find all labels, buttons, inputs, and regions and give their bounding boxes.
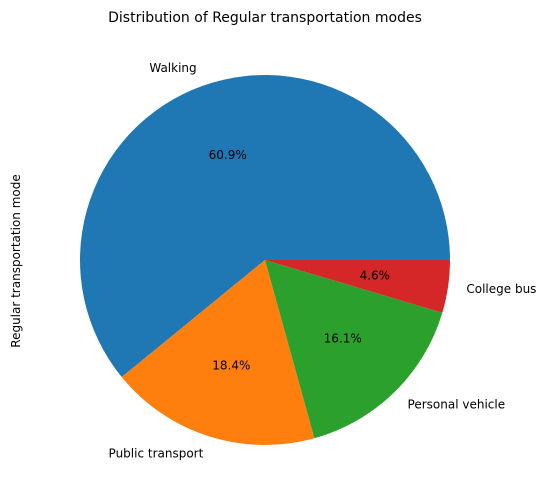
slice-label: Public transport bbox=[109, 446, 204, 460]
pie-slice-public-transport bbox=[121, 260, 315, 445]
slice-label: Personal vehicle bbox=[408, 398, 506, 412]
slice-label: Walking bbox=[149, 61, 196, 75]
pie-slices bbox=[79, 74, 450, 445]
chart-title: Distribution of Regular transportation m… bbox=[108, 10, 422, 26]
slice-percent-label: 60.9% bbox=[209, 148, 247, 162]
slice-percent-label: 18.4% bbox=[212, 358, 250, 372]
pie-slice-college-bus bbox=[265, 260, 450, 313]
pie-slice-walking bbox=[79, 74, 450, 378]
slice-percent-label: 4.6% bbox=[360, 268, 391, 282]
pie-slice-personal-vehicle bbox=[265, 260, 443, 439]
slice-percent-label: 16.1% bbox=[324, 332, 362, 346]
slice-label: College bus bbox=[466, 282, 536, 296]
y-axis-label: Regular transportation mode bbox=[9, 174, 23, 347]
pie-labels: Walking 60.9% Public transport 18.4% Persona… bbox=[109, 61, 537, 461]
